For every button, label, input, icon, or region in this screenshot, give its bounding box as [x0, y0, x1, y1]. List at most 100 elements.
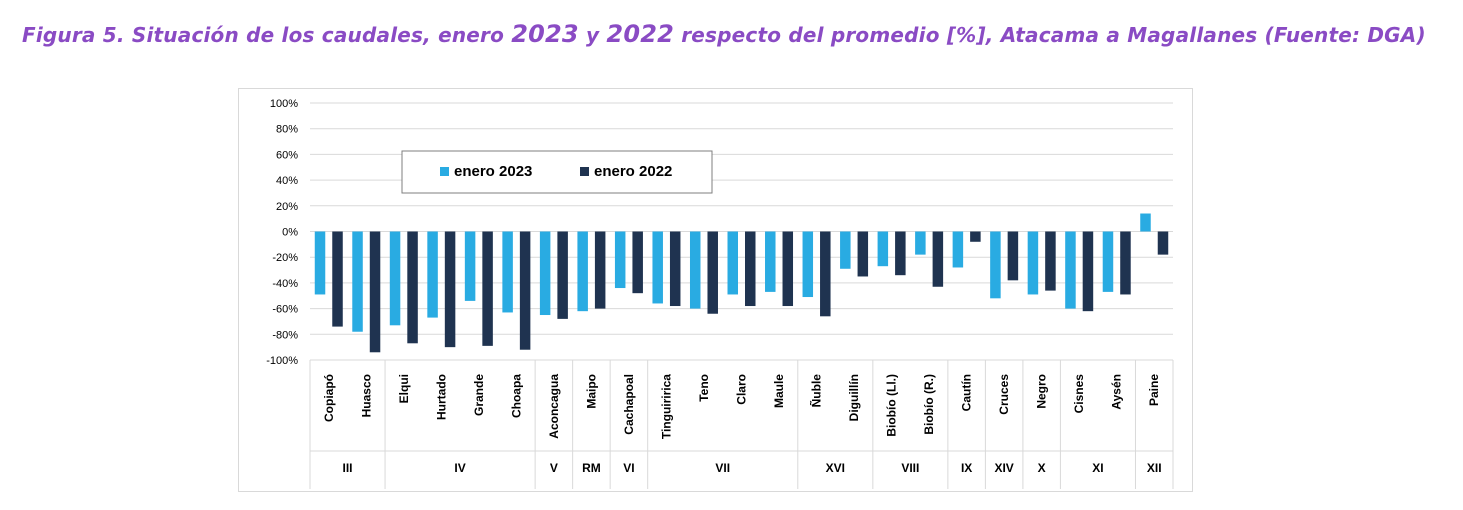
category-label: Hurtado: [434, 374, 448, 420]
category-label: Maule: [772, 374, 786, 408]
bar-2022: [782, 231, 794, 307]
category-label: Aysén: [1110, 374, 1124, 410]
category-label: Tinguiririca: [659, 374, 673, 439]
bar-2023: [314, 231, 326, 295]
chart-frame: 100% 80% 60% 40% 20% 0% -20% -40% -60% -80% -100% C…: [238, 88, 1193, 492]
category-label: Cisnes: [1072, 374, 1086, 414]
bar-2023: [802, 231, 814, 298]
region-label: VIII: [901, 461, 919, 475]
category-label: Cautín: [960, 374, 974, 411]
category-label: Biobío (Ll.): [885, 374, 899, 437]
bar-2022: [669, 231, 681, 307]
bar-2023: [614, 231, 626, 289]
category-label: Ñuble: [809, 374, 824, 408]
figure-year-b: 2022: [606, 20, 675, 48]
category-label: Maipo: [584, 374, 598, 409]
bar-2022: [932, 231, 944, 287]
legend-swatch: [580, 167, 589, 176]
legend-box: [401, 150, 713, 194]
figure-title: Figura 5. Situación de los caudales, ene…: [22, 20, 1426, 48]
bar-2022: [1120, 231, 1131, 295]
y-tick-label: -60%: [272, 304, 298, 316]
bar-2023: [915, 231, 926, 255]
bar-2022: [745, 231, 756, 307]
region-label: XI: [1092, 461, 1103, 475]
y-tick-label: 20%: [276, 201, 298, 213]
category-label: Huasco: [359, 374, 373, 417]
bar-2022: [332, 231, 343, 327]
bar-2023: [1102, 231, 1114, 292]
bar-2023: [1027, 231, 1039, 295]
bar-2023: [990, 231, 1001, 299]
bar-2023: [352, 231, 363, 332]
y-tick-label: -20%: [272, 252, 298, 264]
y-tick-label: 80%: [276, 124, 298, 136]
bar-2022: [1007, 231, 1019, 281]
legend-swatch: [440, 167, 449, 176]
bar-2022: [895, 231, 906, 276]
legend-label: enero 2022: [594, 163, 672, 180]
category-label: Cachapoal: [622, 374, 636, 435]
bar-2023: [727, 231, 738, 295]
bar-2023: [840, 231, 851, 269]
category-label: Elqui: [397, 374, 411, 403]
bar-2022: [369, 231, 381, 353]
region-label: XII: [1147, 461, 1162, 475]
figure-year-a: 2023: [511, 20, 579, 48]
bar-2023: [652, 231, 663, 304]
region-label: IV: [454, 461, 465, 475]
bar-2022: [1082, 231, 1094, 312]
bar-2022: [632, 231, 643, 294]
y-tick-label: 100%: [270, 98, 298, 110]
bar-2023: [389, 231, 401, 326]
bar-2022: [519, 231, 531, 350]
category-label: Teno: [697, 374, 711, 402]
bar-2022: [820, 231, 831, 317]
region-label: III: [343, 461, 353, 475]
bar-2022: [857, 231, 869, 277]
figure-connector: y: [578, 23, 607, 47]
category-label: Choapa: [509, 374, 523, 418]
y-tick-label: 60%: [276, 149, 298, 161]
figure-label: Figura 5.: [22, 23, 125, 47]
figure-title-part1: Situación de los caudales, enero: [131, 23, 512, 47]
category-label: Biobío (R.): [922, 374, 936, 435]
bar-2022: [970, 231, 981, 242]
region-label: X: [1038, 461, 1046, 475]
region-label: VII: [715, 461, 730, 475]
bar-2023: [577, 231, 588, 312]
category-label: Cruces: [997, 374, 1011, 415]
bar-2023: [765, 231, 776, 292]
bar-2022: [407, 231, 418, 344]
bar-2022: [594, 231, 606, 309]
y-tick-label: -80%: [272, 329, 298, 341]
y-tick-label: -100%: [266, 355, 298, 367]
category-label: Copiapó: [322, 374, 336, 422]
bar-2023: [877, 231, 889, 267]
bar-2023: [1065, 231, 1076, 309]
category-label: Paine: [1147, 374, 1161, 406]
bar-2022: [1045, 231, 1056, 291]
category-label: Negro: [1035, 374, 1049, 409]
bar-2022: [482, 231, 493, 346]
region-label: XVI: [826, 461, 845, 475]
y-tick-label: 40%: [276, 175, 298, 187]
category-label: Aconcagua: [547, 374, 561, 439]
bar-chart: 100% 80% 60% 40% 20% 0% -20% -40% -60% -80% -100% C…: [266, 98, 1174, 489]
region-label: RM: [582, 461, 601, 475]
region-label: IX: [961, 461, 972, 475]
region-label: XIV: [994, 461, 1013, 475]
legend-label: enero 2023: [454, 163, 532, 180]
region-label: V: [550, 461, 558, 475]
y-tick-label: -40%: [272, 278, 298, 290]
category-label: Claro: [735, 374, 749, 405]
category-label: Diguillín: [847, 374, 861, 421]
category-label: Grande: [472, 374, 486, 416]
bar-2023: [1140, 213, 1151, 232]
figure-title-part2: respecto del promedio [%], Atacama a Mag…: [674, 23, 1426, 47]
bar-2022: [1157, 231, 1169, 255]
bar-2023: [502, 231, 513, 313]
bar-2022: [557, 231, 568, 319]
bar-2023: [689, 231, 701, 309]
bar-2023: [464, 231, 476, 301]
